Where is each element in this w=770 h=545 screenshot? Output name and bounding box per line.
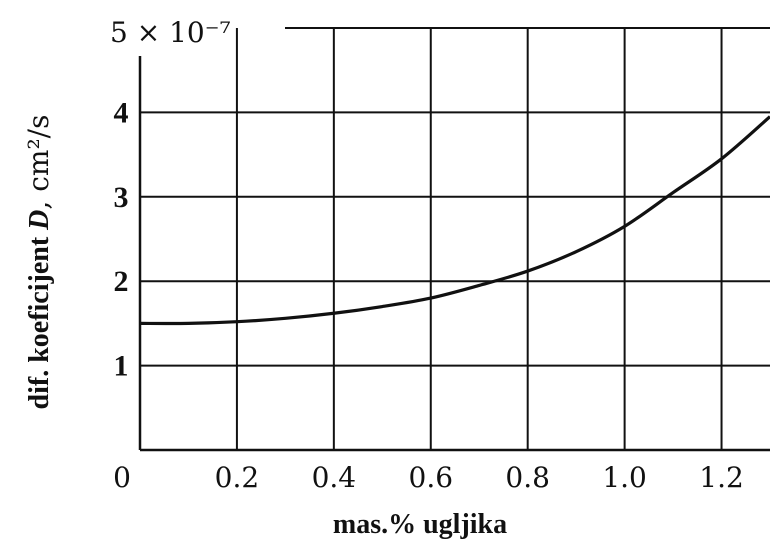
y-axis-title-variable: D xyxy=(24,210,55,231)
y-axis-title-unit: , cm²/s xyxy=(22,115,55,210)
y-tick-label-1: 2 xyxy=(114,265,129,298)
y-scale-label: 5 × 10⁻⁷ xyxy=(110,16,231,49)
tick-labels: 0 0.2 0.4 0.6 0.8 1.0 1.2 1 2 3 4 xyxy=(113,96,744,494)
y-tick-label-2: 3 xyxy=(114,181,129,214)
x-axis-title: mas.% ugljika xyxy=(333,509,507,540)
y-axis-title-prefix: dif. koeficijent xyxy=(24,230,55,410)
grid xyxy=(140,27,770,450)
x-tick-label-3: 0.6 xyxy=(409,461,454,494)
x-tick-label-2: 0.4 xyxy=(312,461,357,494)
y-tick-label-3: 4 xyxy=(114,96,129,129)
y-tick-label-0: 1 xyxy=(114,350,129,383)
y-axis-title: dif. koeficijent D, cm²/s xyxy=(22,115,55,410)
x-tick-label-0: 0 xyxy=(113,461,131,494)
x-tick-label-1: 0.2 xyxy=(215,461,260,494)
series-layer xyxy=(139,115,770,326)
axes xyxy=(138,56,770,452)
series-line-0 xyxy=(139,115,770,326)
x-tick-label-5: 1.0 xyxy=(602,461,647,494)
x-tick-label-4: 0.8 xyxy=(505,461,550,494)
x-tick-label-6: 1.2 xyxy=(699,461,744,494)
